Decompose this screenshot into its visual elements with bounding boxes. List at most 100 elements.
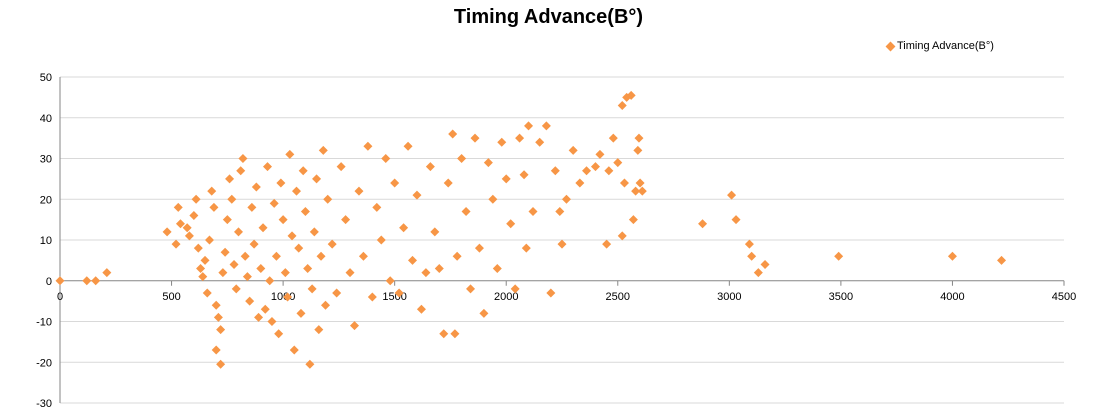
data-point (595, 149, 605, 159)
data-point (497, 137, 507, 147)
data-point (102, 268, 112, 278)
data-point (753, 268, 763, 278)
data-point (617, 101, 627, 111)
data-point (408, 255, 418, 265)
data-point (345, 268, 355, 278)
data-point (316, 251, 326, 261)
data-point (220, 247, 230, 257)
data-point (631, 186, 641, 196)
data-point (354, 186, 364, 196)
data-point (515, 133, 525, 143)
data-point (265, 276, 275, 286)
x-tick-label: 4000 (940, 291, 964, 303)
data-point (332, 288, 342, 298)
data-point (216, 325, 226, 335)
y-tick-label: -30 (36, 398, 52, 410)
legend: Timing Advance(B°) (885, 40, 994, 52)
y-tick-label: 30 (40, 154, 52, 166)
data-point (731, 215, 741, 225)
data-point (535, 137, 545, 147)
data-point (617, 231, 627, 241)
x-tick-label: 500 (162, 291, 180, 303)
data-point (198, 272, 208, 282)
data-point (287, 231, 297, 241)
x-tick-label: 4500 (1052, 291, 1076, 303)
y-tick-label: -10 (36, 317, 52, 329)
data-point (271, 251, 281, 261)
data-point (196, 264, 206, 274)
data-point (245, 296, 255, 306)
data-point (55, 276, 65, 286)
data-point (425, 162, 435, 172)
data-point (541, 121, 551, 131)
data-point (193, 243, 203, 253)
y-tick-label: 20 (40, 194, 52, 206)
data-point (260, 304, 270, 314)
data-point (582, 166, 592, 176)
data-point (227, 194, 237, 204)
data-point (336, 162, 346, 172)
data-point (247, 202, 257, 212)
data-point (218, 268, 228, 278)
data-point (312, 174, 322, 184)
data-point (608, 133, 618, 143)
data-point (590, 162, 600, 172)
data-point (698, 219, 708, 229)
data-point (171, 239, 181, 249)
data-point (285, 149, 295, 159)
legend-label: Timing Advance(B°) (897, 40, 994, 52)
data-point (233, 227, 243, 237)
data-point (209, 202, 219, 212)
data-point (216, 359, 226, 369)
data-point (225, 174, 235, 184)
data-point (200, 255, 210, 265)
data-point (633, 145, 643, 155)
data-point (528, 206, 538, 216)
data-point (443, 178, 453, 188)
y-tick-label: 40 (40, 113, 52, 125)
data-point (488, 194, 498, 204)
data-point (506, 219, 516, 229)
x-tick-label: 3000 (717, 291, 741, 303)
data-point (483, 158, 493, 168)
data-point (309, 227, 319, 237)
x-tick-label: 2500 (606, 291, 630, 303)
data-point (403, 141, 413, 151)
y-tick-label: 0 (46, 276, 52, 288)
data-point (385, 276, 395, 286)
data-point (744, 239, 754, 249)
data-point (521, 243, 531, 253)
data-point (231, 284, 241, 294)
data-point (291, 186, 301, 196)
data-point (635, 178, 645, 188)
data-point (634, 133, 644, 143)
data-point (524, 121, 534, 131)
data-point (602, 239, 612, 249)
data-point (211, 345, 221, 355)
data-point (294, 243, 304, 253)
data-point (450, 329, 460, 339)
data-point (280, 268, 290, 278)
data-point (448, 129, 458, 139)
data-point (372, 202, 382, 212)
data-point (561, 194, 571, 204)
data-point (91, 276, 101, 286)
data-point (204, 235, 214, 245)
data-point (619, 178, 629, 188)
data-point (269, 198, 279, 208)
data-point (997, 255, 1007, 265)
data-point (191, 194, 201, 204)
data-point (555, 206, 565, 216)
data-point (254, 312, 264, 322)
data-point (452, 251, 462, 261)
data-point (613, 158, 623, 168)
data-point (474, 243, 484, 253)
data-point (207, 186, 217, 196)
data-point (211, 300, 221, 310)
data-point (947, 251, 957, 261)
data-point (318, 145, 328, 155)
data-point (747, 251, 757, 261)
data-point (283, 292, 293, 302)
data-point (307, 284, 317, 294)
